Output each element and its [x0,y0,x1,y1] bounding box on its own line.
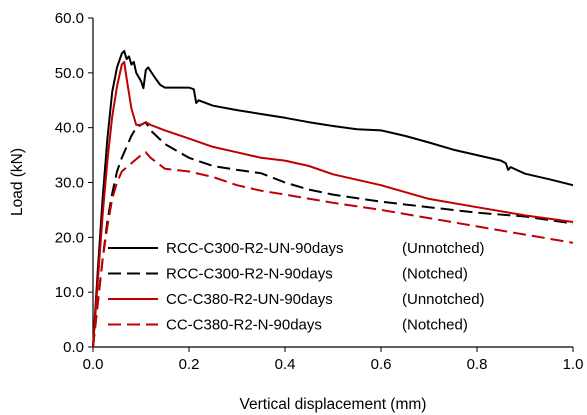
y-axis-ticks: 0.0 10.0 20.0 30.0 40.0 50.0 60.0 [55,10,93,356]
x-tick-label: 0.2 [179,356,200,373]
legend-series-name: CC-C380-R2-N-90days [166,317,322,334]
x-axis-ticks: 0.0 0.2 0.4 0.6 0.8 1.0 [83,347,584,373]
series-line-cc-c380-r2-n-90days [92,151,574,348]
legend-series-note: (Unnotched) [402,240,485,257]
legend-series-name: RCC-C300-R2-UN-90days [166,240,344,257]
y-tick-label: 20.0 [55,229,84,246]
y-axis-label: Load (kN) [9,148,26,216]
series-line-rcc-c300-r2-un-90days [92,49,574,348]
legend-series-name: RCC-C300-R2-N-90days [166,266,333,283]
series-line-cc-c380-r2-un-90days [92,60,574,348]
x-tick-label: 0.0 [83,356,104,373]
legend: RCC-C300-R2-UN-90days (Unnotched) RCC-C300… [108,240,485,334]
x-axis-label: Vertical displacement (mm) [240,396,427,413]
y-tick-label: 10.0 [55,284,84,301]
x-tick-label: 1.0 [563,356,584,373]
y-tick-label: 50.0 [55,65,84,82]
legend-series-note: (Notched) [402,266,468,283]
series-layer [92,49,574,348]
x-tick-label: 0.8 [467,356,488,373]
x-tick-label: 0.6 [371,356,392,373]
plot-frame [92,18,573,348]
y-tick-label: 30.0 [55,175,84,192]
legend-series-note: (Unnotched) [402,291,485,308]
legend-series-name: CC-C380-R2-UN-90days [166,291,333,308]
x-tick-label: 0.4 [275,356,296,373]
legend-series-note: (Notched) [402,317,468,334]
y-tick-label: 60.0 [55,10,84,27]
y-tick-label: 40.0 [55,120,84,137]
y-tick-label: 0.0 [63,339,84,356]
series-line-rcc-c300-r2-n-90days [92,121,574,348]
